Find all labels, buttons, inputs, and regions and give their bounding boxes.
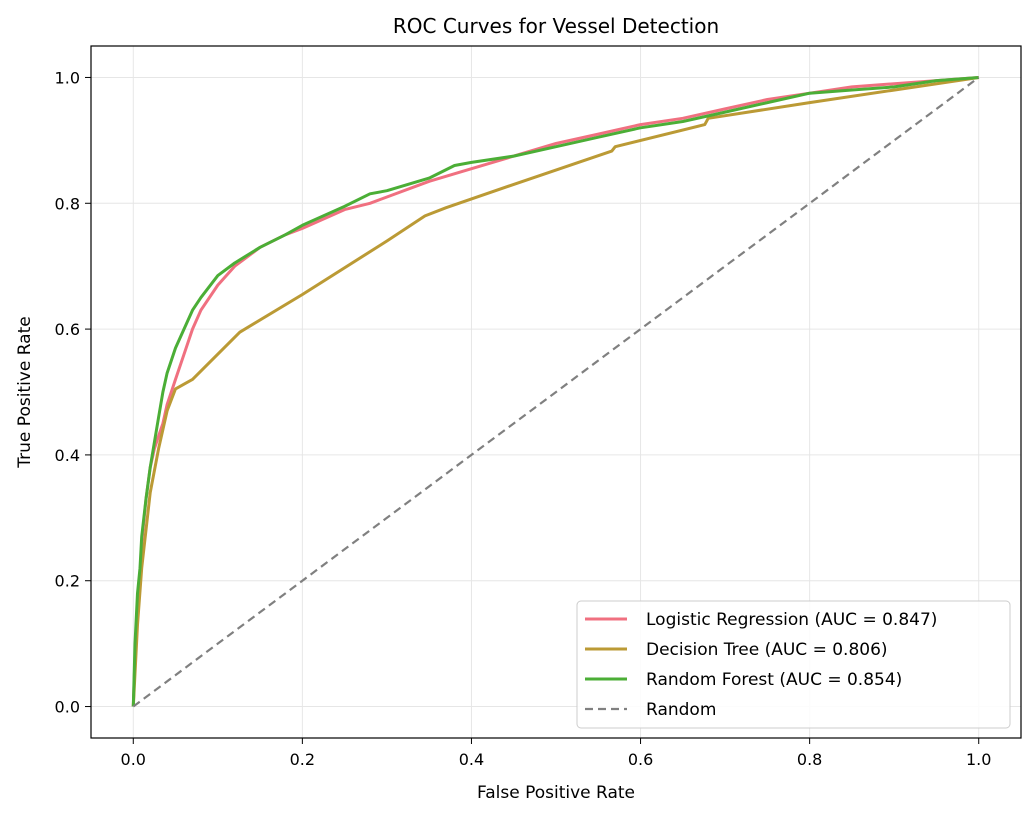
x-tick-label: 0.4 [459,750,484,769]
legend-box [576,600,1011,729]
legend: Logistic Regression (AUC = 0.847) Decisio… [576,600,1011,729]
y-axis-label: True Positive Rate [15,316,35,468]
y-tick-label: 0.2 [55,572,80,591]
legend-label: Random Forest (AUC = 0.854) [646,670,902,690]
series-line-random [132,76,980,708]
x-tick-label: 0.8 [797,750,822,769]
legend-label: Logistic Regression (AUC = 0.847) [646,610,937,630]
y-tick-label: 0.4 [55,446,80,465]
ticks: 0.0 0.2 0.4 0.6 0.8 1.0 0.0 0.2 0.4 0.6 0.8 1.0 [55,68,992,769]
y-tick-label: 0.8 [55,194,80,213]
x-tick-label: 0.2 [290,750,315,769]
legend-label: Random [646,700,716,720]
x-tick-label: 1.0 [966,750,991,769]
series-line-decision [131,76,979,707]
plot-frame [90,45,1022,739]
series-line-random [131,76,979,707]
x-tick-label: 0.6 [628,750,653,769]
x-axis-label: False Positive Rate [477,783,635,803]
chart-title: ROC Curves for Vessel Detection [393,14,719,38]
plot-lines [131,76,980,708]
legend-label: Decision Tree (AUC = 0.806) [646,640,888,660]
y-tick-label: 0.0 [55,698,80,717]
x-tick-label: 0.0 [121,750,146,769]
y-tick-label: 1.0 [55,68,80,87]
y-tick-label: 0.6 [55,320,80,339]
